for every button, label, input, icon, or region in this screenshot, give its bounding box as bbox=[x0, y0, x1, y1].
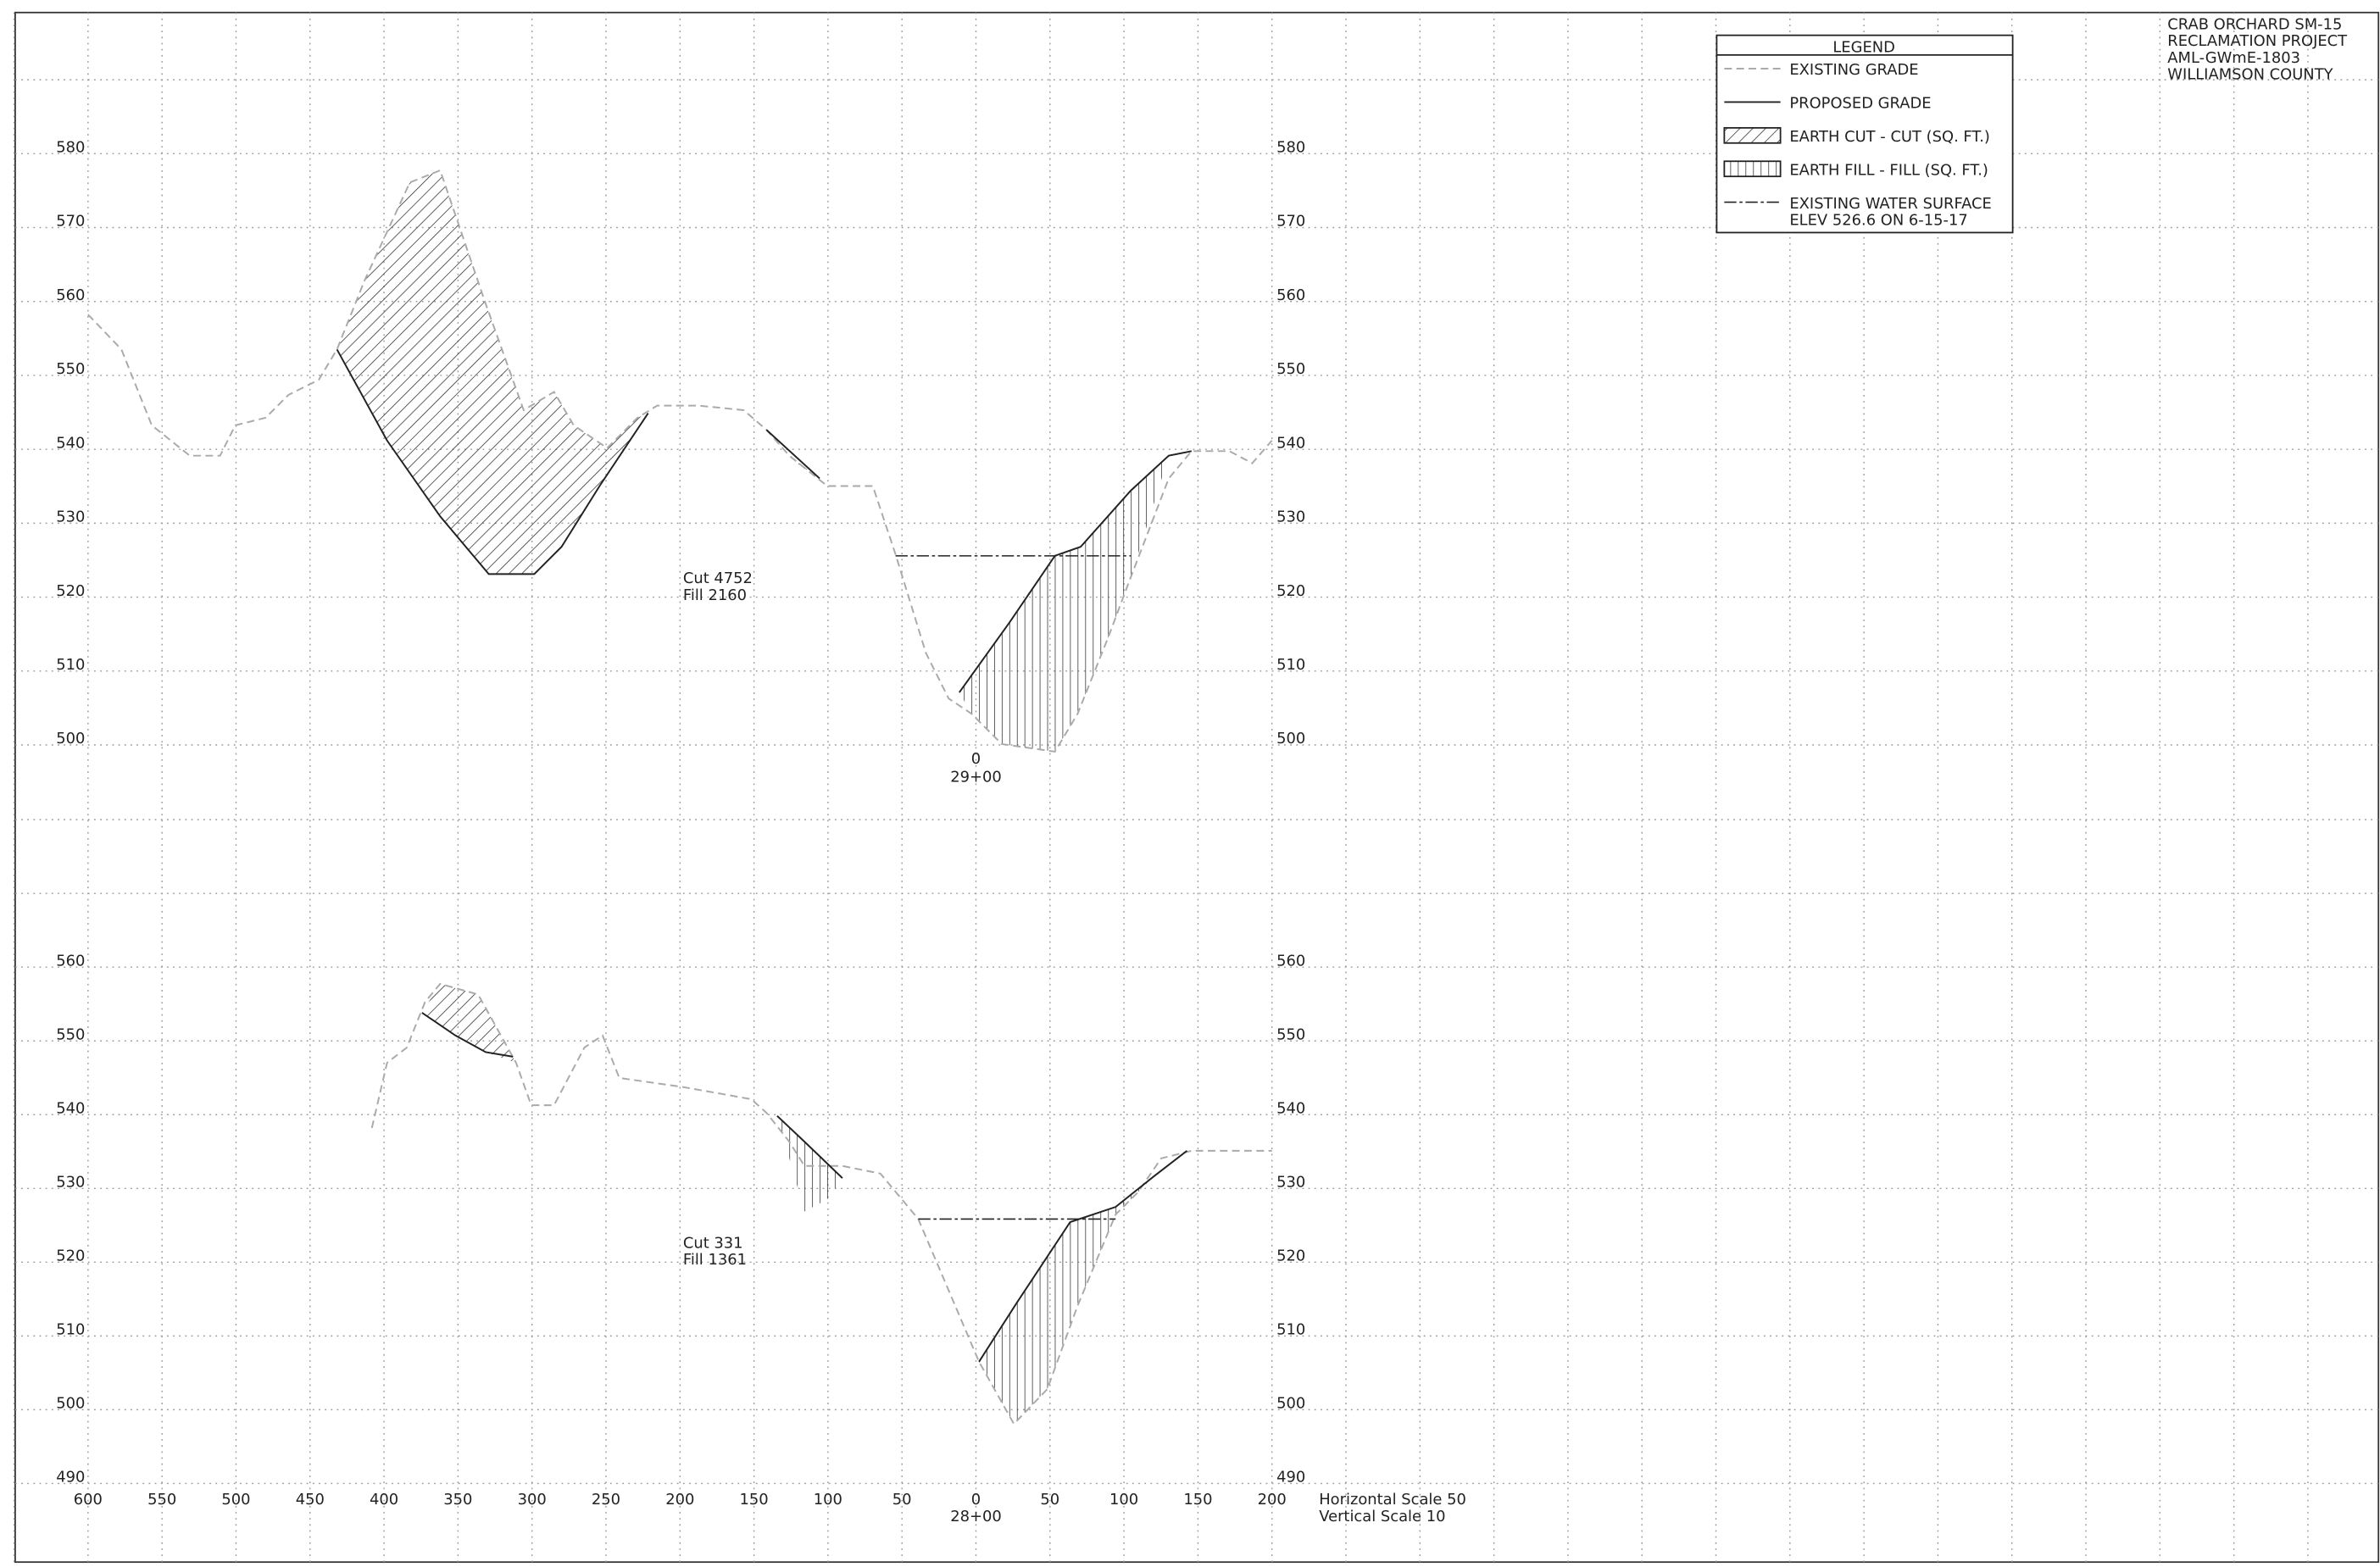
elevation-label: 540 bbox=[56, 1099, 85, 1117]
title-line: AML-GWmE-1803 bbox=[2167, 49, 2300, 67]
offset: 0 bbox=[971, 750, 981, 768]
elevation-label: 500 bbox=[56, 1395, 85, 1413]
elevation-label: 540 bbox=[56, 434, 85, 452]
legend-item: EXISTING GRADE bbox=[1789, 61, 1918, 79]
offset-label: 100 bbox=[1109, 1491, 1138, 1509]
elevation-label: 550 bbox=[1276, 1025, 1305, 1043]
elevation-label: 500 bbox=[1276, 730, 1305, 747]
elevation-label: 520 bbox=[1276, 1247, 1305, 1265]
legend-item: PROPOSED GRADE bbox=[1789, 95, 1931, 113]
offset-label: 100 bbox=[814, 1491, 842, 1509]
elevation-label: 530 bbox=[56, 508, 85, 526]
elevation-label: 560 bbox=[1276, 952, 1305, 970]
elevation-label: 560 bbox=[56, 286, 85, 304]
elevation-label: 560 bbox=[1276, 286, 1305, 304]
cut-area: Cut 331 bbox=[683, 1234, 743, 1252]
elevation-label: 500 bbox=[56, 730, 85, 747]
elevation-label: 530 bbox=[56, 1173, 85, 1191]
elevation-label: 510 bbox=[56, 656, 85, 674]
elevation-label: 580 bbox=[1276, 139, 1305, 157]
legend-item: EXISTING WATER SURFACE bbox=[1789, 195, 1991, 213]
offset-label: 600 bbox=[74, 1491, 103, 1509]
offset-label: 200 bbox=[1258, 1491, 1287, 1509]
elevation-label: 570 bbox=[56, 213, 85, 231]
elevation-label: 530 bbox=[1276, 508, 1305, 526]
elevation-label: 580 bbox=[56, 139, 85, 157]
axis-labels: 580 580 570 570 560 560 550 550 540 540 530 530 520 5… bbox=[56, 139, 1305, 1509]
offset-label: 300 bbox=[518, 1491, 547, 1509]
elevation-label: 550 bbox=[1276, 360, 1305, 378]
title-block: CRAB ORCHARD SM-15 RECLAMATION PROJECT A… bbox=[2167, 15, 2347, 83]
section-28 bbox=[370, 982, 1272, 1425]
fill-area: Fill 2160 bbox=[683, 586, 747, 604]
legend-title: LEGEND bbox=[1832, 38, 1895, 56]
title-line: CRAB ORCHARD SM-15 bbox=[2167, 15, 2342, 33]
cut-area: Cut 4752 bbox=[683, 570, 753, 587]
offset-label: 150 bbox=[1183, 1491, 1212, 1509]
offset-label: 350 bbox=[443, 1491, 472, 1509]
offset-label: 150 bbox=[740, 1491, 769, 1509]
offset-label: 0 bbox=[971, 1491, 981, 1509]
elevation-label: 520 bbox=[56, 582, 85, 600]
offset-label: 250 bbox=[592, 1491, 620, 1509]
elevation-label: 550 bbox=[56, 1025, 85, 1043]
elevation-label: 510 bbox=[1276, 656, 1305, 674]
elevation-label: 510 bbox=[1276, 1321, 1305, 1339]
offset-label: 550 bbox=[147, 1491, 176, 1509]
elevation-label: 520 bbox=[56, 1247, 85, 1265]
elevation-label: 550 bbox=[56, 360, 85, 378]
station: 29+00 bbox=[950, 769, 1002, 786]
elevation-label: 510 bbox=[56, 1321, 85, 1339]
offset-label: 500 bbox=[221, 1491, 250, 1509]
scale-note: Horizontal Scale 50 bbox=[1319, 1491, 1466, 1509]
section-29 bbox=[87, 169, 1273, 753]
offset-label: 200 bbox=[665, 1491, 694, 1509]
elevation-label: 490 bbox=[1276, 1469, 1305, 1486]
elevation-label: 490 bbox=[56, 1469, 85, 1486]
legend-item: EARTH CUT - CUT (SQ. FT.) bbox=[1789, 128, 1990, 146]
title-line: RECLAMATION PROJECT bbox=[2167, 32, 2347, 50]
station: 28+00 bbox=[950, 1508, 1002, 1525]
legend-item: ELEV 526.6 ON 6-15-17 bbox=[1789, 211, 1967, 229]
elevation-label: 570 bbox=[1276, 213, 1305, 231]
elevation-label: 540 bbox=[1276, 434, 1305, 452]
offset-label: 400 bbox=[370, 1491, 398, 1509]
offset-label: 50 bbox=[892, 1491, 912, 1509]
grid bbox=[13, 12, 2379, 1563]
legend-item: EARTH FILL - FILL (SQ. FT.) bbox=[1789, 161, 1988, 179]
border bbox=[14, 11, 2380, 1564]
title-line: WILLIAMSON COUNTY bbox=[2167, 66, 2333, 84]
offset-label: 50 bbox=[1040, 1491, 1059, 1509]
elevation-label: 520 bbox=[1276, 582, 1305, 600]
fill-area: Fill 1361 bbox=[683, 1251, 747, 1269]
elevation-label: 530 bbox=[1276, 1173, 1305, 1191]
elevation-label: 540 bbox=[1276, 1099, 1305, 1117]
legend: LEGEND EXISTING GRADE PROPOSED GRADE EAR… bbox=[1715, 34, 2014, 234]
elevation-label: 500 bbox=[1276, 1395, 1305, 1413]
elevation-label: 560 bbox=[56, 952, 85, 970]
offset-label: 450 bbox=[296, 1491, 325, 1509]
scale-note: Vertical Scale 10 bbox=[1319, 1508, 1445, 1525]
